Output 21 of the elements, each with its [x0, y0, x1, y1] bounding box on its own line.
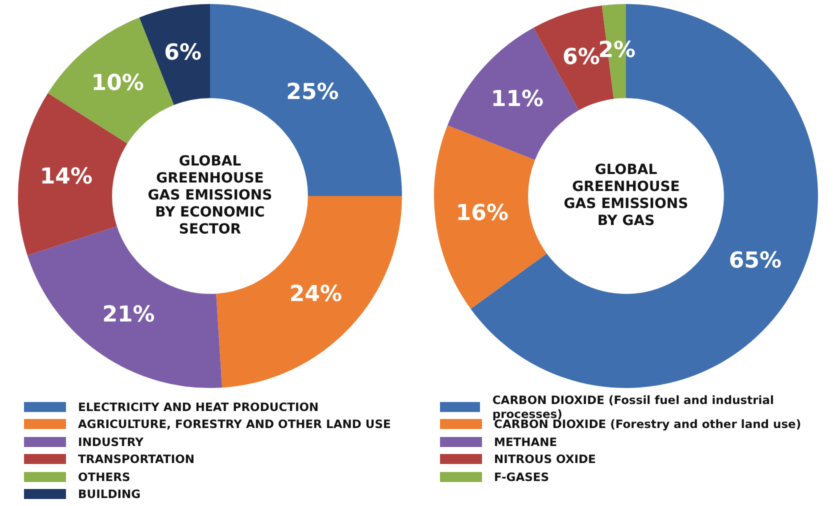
data-label: 11%: [490, 86, 544, 112]
data-label: 10%: [91, 71, 144, 96]
data-label: 6%: [164, 40, 202, 66]
data-label: 14%: [40, 164, 93, 190]
text: GLOBAL GREENHOUSE GAS EMISSIONS BY GAS: [562, 162, 690, 230]
data-label: 16%: [456, 200, 509, 226]
legend-label: INDUSTRY: [78, 434, 144, 449]
legend-label: TRANSPORTATION: [78, 452, 195, 466]
legend-label: ELECTRICITY AND HEAT PRODUCTION: [78, 400, 319, 414]
legend-label: METHANE: [494, 434, 558, 449]
legend-label: OTHERS: [78, 470, 130, 484]
data-label: 21%: [102, 302, 155, 328]
legend-label: AGRICULTURE, FORESTRY AND OTHER LAND USE: [78, 417, 391, 432]
data-label: 6%: [562, 44, 600, 70]
data-label: 65%: [728, 248, 782, 274]
data-label: 25%: [286, 80, 339, 106]
legend-label: F-GASES: [494, 470, 550, 484]
text: GLOBAL GREENHOUSE GAS EMISSIONS BY ECONOMIC SECTOR: [146, 154, 274, 238]
legend-label: NITROUS OXIDE: [494, 452, 596, 466]
legend-label: BUILDING: [78, 487, 141, 502]
data-label: 24%: [289, 282, 342, 307]
